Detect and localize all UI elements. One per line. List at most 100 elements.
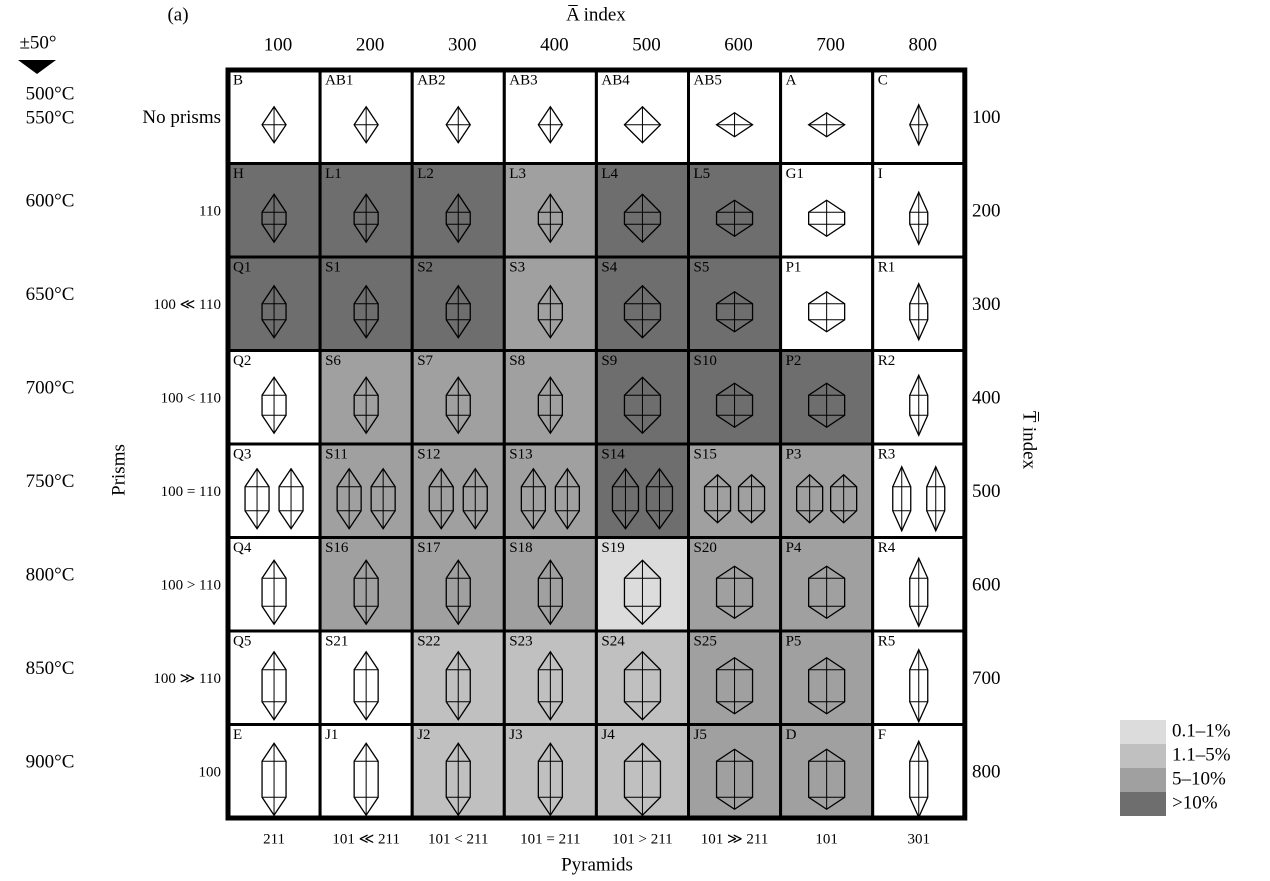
- cell-label: J2: [417, 727, 430, 743]
- column-label: 500: [632, 34, 661, 55]
- cell-label: J3: [509, 727, 522, 743]
- bottom-label: 101 ≪ 211: [332, 831, 400, 847]
- cell-label: S19: [601, 540, 624, 556]
- legend-label: >10%: [1172, 792, 1218, 813]
- cell-label: S4: [601, 259, 617, 275]
- cell-label: S1: [325, 259, 341, 275]
- cell-label: S21: [325, 633, 348, 649]
- cell-label: I: [878, 166, 883, 182]
- cell-label: R1: [878, 259, 896, 275]
- cell-label: AB4: [601, 72, 630, 88]
- temperature: 650°C: [26, 284, 75, 305]
- cell-label: S22: [417, 633, 440, 649]
- legend-swatch: [1120, 720, 1166, 744]
- temperature: 700°C: [26, 378, 75, 399]
- cell-label: L1: [325, 166, 342, 182]
- bottom-label: 101 ≫ 211: [701, 831, 769, 847]
- temperature-note: ±50°: [19, 32, 56, 53]
- cell-label: Q1: [233, 259, 251, 275]
- cell-label: AB2: [417, 72, 445, 88]
- cell-label: AB5: [694, 72, 722, 88]
- cell-label: S14: [601, 446, 625, 462]
- cell-label: C: [878, 72, 888, 88]
- column-label: 400: [540, 34, 569, 55]
- cell-label: L3: [509, 166, 526, 182]
- cell-label: P1: [786, 259, 802, 275]
- cell-label: S7: [417, 353, 433, 369]
- cell-label: S8: [509, 353, 525, 369]
- left-title: Prisms: [108, 444, 129, 496]
- temperature: 500°C: [26, 83, 75, 104]
- cell-label: G1: [786, 166, 804, 182]
- cell-label: Q5: [233, 633, 251, 649]
- right-label: 200: [972, 201, 1001, 222]
- cell-label: J1: [325, 727, 338, 743]
- right-title: T̅ index: [1019, 411, 1040, 470]
- cell-label: S5: [694, 259, 710, 275]
- column-label: 200: [356, 34, 385, 55]
- cell-label: B: [233, 72, 243, 88]
- cell-label: S18: [509, 540, 532, 556]
- right-label: 800: [972, 762, 1001, 783]
- cell-label: S16: [325, 540, 349, 556]
- right-label: 700: [972, 668, 1001, 689]
- cell-label: S17: [417, 540, 441, 556]
- cell-label: P3: [786, 446, 802, 462]
- right-label: 300: [972, 294, 1001, 315]
- row-label: 100 > 110: [161, 578, 221, 594]
- cell-label: A: [786, 72, 797, 88]
- right-label: 500: [972, 481, 1001, 502]
- cell-label: R4: [878, 540, 896, 556]
- panel-label: (a): [167, 4, 188, 25]
- legend-label: 5–10%: [1172, 768, 1226, 789]
- cell-label: S2: [417, 259, 433, 275]
- temperature: 550°C: [26, 107, 75, 128]
- cell-label: H: [233, 166, 244, 182]
- cell-label: L2: [417, 166, 434, 182]
- cell-label: P5: [786, 633, 802, 649]
- row-label: 100 < 110: [161, 391, 221, 407]
- cell-label: R3: [878, 446, 896, 462]
- cell-label: S15: [694, 446, 717, 462]
- right-label: 400: [972, 388, 1001, 409]
- cell-label: P2: [786, 353, 802, 369]
- cell-label: S20: [694, 540, 717, 556]
- cell-label: Q4: [233, 540, 252, 556]
- row-label: 100 ≫ 110: [153, 671, 221, 687]
- bottom-label: 101: [815, 831, 838, 847]
- cell-label: S23: [509, 633, 532, 649]
- cell-label: E: [233, 727, 242, 743]
- legend-swatch: [1120, 768, 1166, 792]
- temperature: 900°C: [26, 752, 75, 773]
- arrow: [18, 60, 56, 74]
- cell-label: L4: [601, 166, 618, 182]
- top-title: A̅ index: [566, 4, 626, 25]
- legend-label: 1.1–5%: [1172, 744, 1231, 765]
- column-label: 700: [816, 34, 845, 55]
- temperature: 600°C: [26, 191, 75, 212]
- cell-label: S9: [601, 353, 617, 369]
- cell-label: J5: [694, 727, 707, 743]
- row-label: 100: [199, 765, 222, 781]
- bottom-label: 101 < 211: [428, 831, 488, 847]
- cell-label: S13: [509, 446, 532, 462]
- row-label: 100 = 110: [161, 484, 221, 500]
- cell-label: L5: [694, 166, 711, 182]
- temperature: 850°C: [26, 658, 75, 679]
- cell-label: S11: [325, 446, 348, 462]
- cell-label: D: [786, 727, 797, 743]
- right-label: 100: [972, 107, 1001, 128]
- cell-label: S6: [325, 353, 341, 369]
- right-label: 600: [972, 575, 1001, 596]
- diagram: (a) A̅ index ±50° Prisms T̅ index Pyrami…: [0, 0, 1270, 881]
- cell-label: S25: [694, 633, 717, 649]
- bottom-label: 101 > 211: [612, 831, 672, 847]
- cell-label: Q3: [233, 446, 251, 462]
- cell-label: Q2: [233, 353, 251, 369]
- temperature: 750°C: [26, 471, 75, 492]
- bottom-title: Pyramids: [561, 854, 633, 875]
- row-label: 110: [199, 204, 221, 220]
- cell-label: J4: [601, 727, 615, 743]
- legend-label: 0.1–1%: [1172, 720, 1231, 741]
- bottom-label: 101 = 211: [520, 831, 580, 847]
